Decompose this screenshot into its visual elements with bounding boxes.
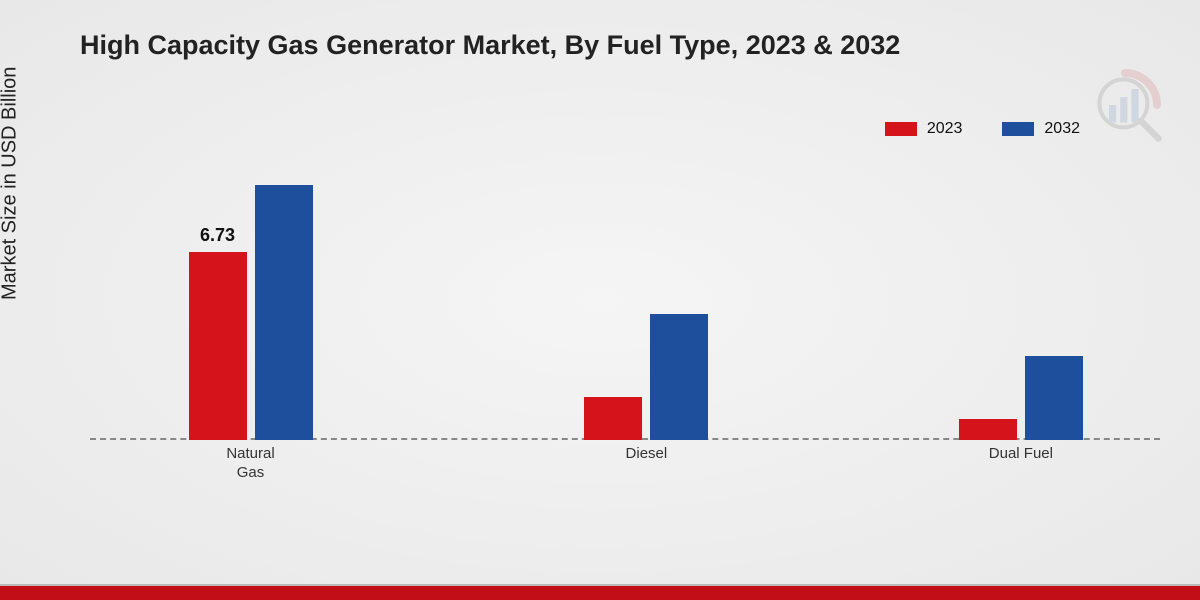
y-axis-label: Market Size in USD Billion bbox=[0, 67, 22, 300]
legend-swatch-2023 bbox=[885, 122, 917, 136]
plot-area: 6.73 bbox=[90, 160, 1160, 440]
xlabel-diesel: Diesel bbox=[626, 445, 668, 464]
footer-bar bbox=[0, 586, 1200, 600]
bar-natural-gas-2023: 6.73 bbox=[189, 252, 247, 440]
bar-dual-fuel-2032 bbox=[1025, 356, 1083, 440]
bar-group-natural-gas: 6.73 bbox=[189, 185, 313, 440]
bar-value-label: 6.73 bbox=[200, 225, 235, 246]
xlabel-dual-fuel: Dual Fuel bbox=[989, 445, 1053, 464]
bar-diesel-2023 bbox=[584, 397, 642, 440]
bar-natural-gas-2032 bbox=[255, 185, 313, 440]
legend-label-2023: 2023 bbox=[927, 120, 963, 138]
bar-group-diesel bbox=[584, 314, 708, 440]
xlabel-natural-gas: Natural Gas bbox=[226, 445, 274, 483]
legend-item-2023: 2023 bbox=[885, 120, 963, 138]
legend-swatch-2032 bbox=[1002, 122, 1034, 136]
chart-title: High Capacity Gas Generator Market, By F… bbox=[80, 30, 900, 61]
legend-label-2032: 2032 bbox=[1044, 120, 1080, 138]
bar-group-dual-fuel bbox=[959, 356, 1083, 440]
watermark-logo bbox=[1085, 65, 1165, 145]
bar-dual-fuel-2023 bbox=[959, 419, 1017, 440]
x-axis-labels: Natural Gas Diesel Dual Fuel bbox=[90, 445, 1160, 495]
legend: 2023 2032 bbox=[885, 120, 1080, 138]
legend-item-2032: 2032 bbox=[1002, 120, 1080, 138]
bar-diesel-2032 bbox=[650, 314, 708, 440]
